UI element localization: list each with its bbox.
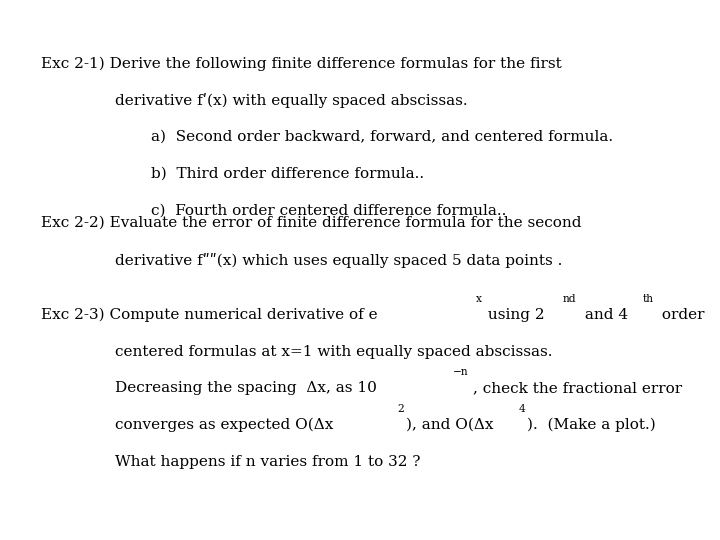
- Text: th: th: [642, 294, 653, 304]
- Text: What happens if n varies from 1 to 32 ?: What happens if n varies from 1 to 32 ?: [115, 455, 420, 469]
- Text: Exc 2-1) Derive the following finite difference formulas for the first: Exc 2-1) Derive the following finite dif…: [41, 57, 562, 71]
- Text: ).  (Make a plot.): ). (Make a plot.): [527, 418, 656, 433]
- Text: Exc 2-3) Compute numerical derivative of e: Exc 2-3) Compute numerical derivative of…: [41, 308, 378, 322]
- Text: using 2: using 2: [483, 308, 545, 322]
- Text: , check the fractional error: , check the fractional error: [473, 381, 683, 395]
- Text: order: order: [657, 308, 704, 322]
- Text: a)  Second order backward, forward, and centered formula.: a) Second order backward, forward, and c…: [151, 130, 613, 144]
- Text: and 4: and 4: [580, 308, 629, 322]
- Text: centered formulas at x=1 with equally spaced abscissas.: centered formulas at x=1 with equally sp…: [115, 345, 553, 359]
- Text: converges as expected O(Δx: converges as expected O(Δx: [115, 418, 333, 433]
- Text: derivative fʺʺ(x) which uses equally spaced 5 data points .: derivative fʺʺ(x) which uses equally spa…: [115, 253, 562, 268]
- Text: c)  Fourth order centered difference formula..: c) Fourth order centered difference form…: [151, 204, 507, 218]
- Text: b)  Third order difference formula..: b) Third order difference formula..: [151, 167, 424, 181]
- Text: −n: −n: [453, 367, 469, 377]
- Text: ), and O(Δx: ), and O(Δx: [405, 418, 493, 432]
- Text: nd: nd: [562, 294, 576, 304]
- Text: 2: 2: [397, 404, 404, 414]
- Text: derivative fʹ(x) with equally spaced abscissas.: derivative fʹ(x) with equally spaced abs…: [115, 93, 468, 109]
- Text: Exc 2-2) Evaluate the error of finite difference formula for the second: Exc 2-2) Evaluate the error of finite di…: [41, 216, 582, 230]
- Text: 4: 4: [518, 404, 526, 414]
- Text: Decreasing the spacing  Δx, as 10: Decreasing the spacing Δx, as 10: [115, 381, 377, 395]
- Text: x: x: [475, 294, 482, 304]
